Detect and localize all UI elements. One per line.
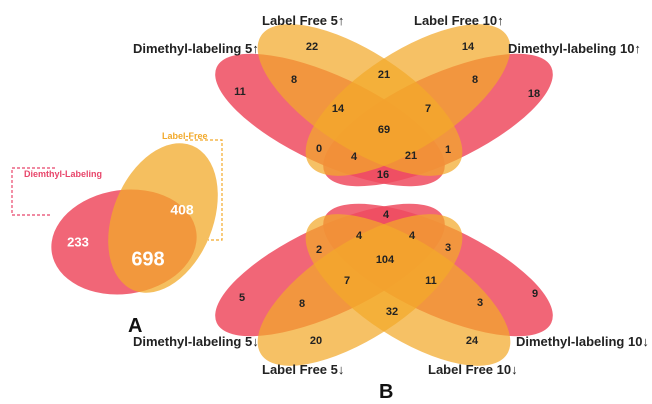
- dimethyl-side-label: Diemthyl-Labeling: [24, 169, 102, 179]
- top-count: 18: [528, 88, 540, 100]
- top-count: 69: [378, 124, 390, 136]
- top-count: 21: [378, 69, 390, 81]
- bottom-count: 104: [376, 254, 395, 266]
- label-free-ellipse: [108, 143, 218, 293]
- panel-b-bottom: Dimethyl-labeling 5↓ Dimethyl-labeling 1…: [133, 203, 649, 403]
- top-count: 16: [377, 169, 389, 181]
- top-count: 11: [234, 86, 246, 98]
- dm5-down-label: Dimethyl-labeling 5↓: [133, 334, 259, 349]
- lf10-down-label: Label Free 10↓: [428, 362, 518, 377]
- bottom-count: 8: [299, 298, 305, 310]
- bottom-count: 20: [310, 335, 322, 347]
- top-count: 14: [332, 103, 345, 115]
- bottom-count: 24: [466, 335, 479, 347]
- top-count: 8: [291, 74, 297, 86]
- dm5-up-label: Dimethyl-labeling 5↑: [133, 41, 259, 56]
- top-count: 8: [472, 74, 478, 86]
- lf5-up-label: Label Free 5↑: [262, 13, 344, 28]
- bottom-count: 11: [425, 275, 437, 287]
- bottom-count: 4: [356, 230, 363, 242]
- bottom-count: 4: [383, 209, 390, 221]
- lf10-up-ellipse: [305, 24, 511, 176]
- lf5-down-label: Label Free 5↓: [262, 362, 344, 377]
- label-free-side-label: Label-Free: [162, 131, 208, 141]
- bottom-count: 5: [239, 292, 245, 304]
- panel-b-letter: B: [379, 381, 393, 403]
- bottom-count: 32: [386, 306, 398, 318]
- top-count: 4: [351, 151, 358, 163]
- dm10-up-label: Dimethyl-labeling 10↑: [508, 41, 641, 56]
- bottom-count: 4: [409, 230, 416, 242]
- top-count: 7: [425, 103, 431, 115]
- top-count: 14: [462, 41, 475, 53]
- bottom-count: 9: [532, 288, 538, 300]
- dimethyl-connector: [11, 167, 55, 216]
- bottom-count: 2: [316, 244, 322, 256]
- top-count: 0: [316, 143, 322, 155]
- top-count: 22: [306, 41, 318, 53]
- panel-a-letter: A: [128, 315, 142, 337]
- label-free-only-count: 408: [170, 202, 194, 218]
- bottom-count: 7: [344, 275, 350, 287]
- lf10-up-label: Label Free 10↑: [414, 13, 504, 28]
- dm10-down-label: Dimethyl-labeling 10↓: [516, 334, 649, 349]
- overlap-count: 698: [131, 248, 164, 270]
- dimethyl-only-count: 233: [67, 234, 89, 249]
- top-count: 1: [445, 144, 451, 156]
- label-free-connector: [185, 139, 223, 241]
- bottom-count: 3: [445, 242, 451, 254]
- bottom-count: 3: [477, 297, 483, 309]
- top-count: 21: [405, 150, 417, 162]
- panel-a: Diemthyl-Labeling Label-Free 233 698 408…: [11, 131, 223, 337]
- lf10-down-ellipse: [305, 214, 511, 366]
- panel-b-top: Label Free 5↑ Label Free 10↑ Dimethyl-la…: [133, 13, 641, 187]
